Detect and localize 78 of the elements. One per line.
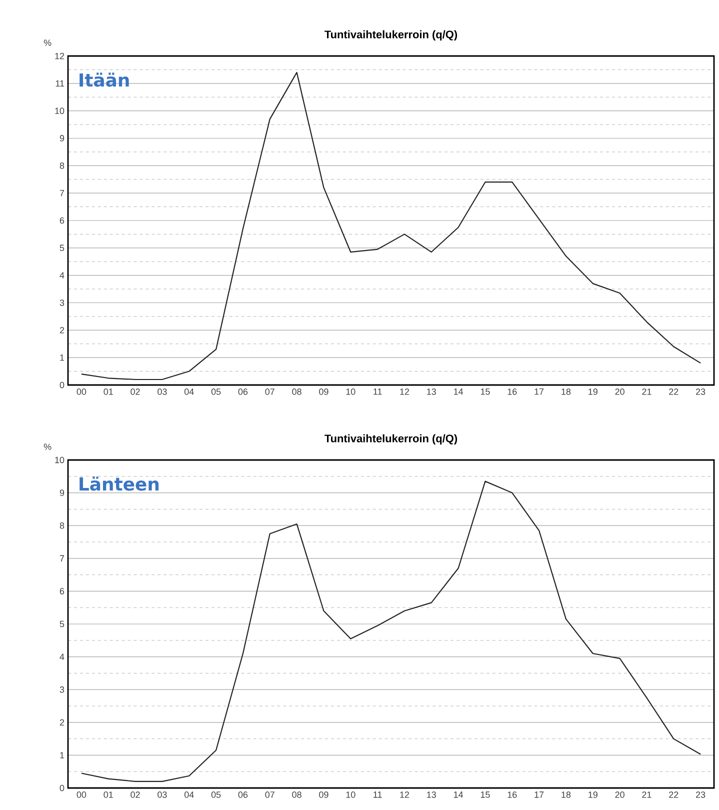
x-tick-label: 04: [184, 388, 194, 395]
x-tick-label: 12: [400, 792, 409, 798]
y-tick-label: 6: [60, 217, 64, 224]
y-tick-label: 9: [60, 490, 64, 496]
y-tick-label: 4: [60, 272, 64, 278]
x-tick-label: 00: [76, 388, 86, 395]
y-tick-label: 5: [60, 620, 64, 628]
x-tick-label: 03: [158, 792, 167, 798]
y-axis-title: %: [44, 40, 52, 46]
y-tick-label: 8: [60, 522, 64, 529]
y-tick-label: 5: [60, 244, 64, 252]
annotation: Länteen: [80, 476, 159, 491]
x-tick-label: 21: [642, 792, 652, 798]
y-tick-label: 10: [55, 456, 64, 464]
y-tick-label: 12: [55, 52, 64, 60]
x-tick-label: 20: [615, 388, 624, 395]
x-tick-label: 19: [588, 388, 598, 395]
y-tick-label: 10: [55, 108, 64, 114]
x-tick-label: 14: [454, 792, 464, 798]
x-tick-label: 14: [454, 388, 464, 395]
chart-title: Tuntivaihtelukerroin (q/Q): [324, 434, 458, 444]
y-tick-label: 1: [60, 354, 64, 361]
y-tick-label: 9: [60, 135, 64, 142]
annotation: Itään: [80, 72, 129, 87]
y-tick-label: 6: [60, 588, 64, 594]
y-tick-label: 11: [56, 80, 64, 86]
y-tick-label: 8: [60, 162, 64, 169]
x-tick-label: 18: [562, 388, 571, 395]
chart-title: Tuntivaihtelukerroin (q/Q): [324, 30, 458, 40]
y-tick-label: 4: [60, 654, 64, 660]
x-tick-label: 07: [265, 792, 274, 798]
x-tick-label: 16: [508, 388, 517, 395]
x-tick-label: 00: [76, 792, 86, 798]
x-tick-label: 09: [319, 792, 328, 798]
x-tick-label: 13: [427, 388, 436, 395]
y-tick-label: 0: [60, 382, 64, 388]
x-tick-label: 23: [696, 388, 706, 395]
x-tick-label: 08: [292, 792, 302, 798]
x-tick-label: 03: [158, 388, 167, 395]
x-tick-label: 17: [534, 792, 544, 798]
x-tick-label: 10: [346, 388, 356, 395]
x-tick-label: 17: [534, 388, 544, 395]
x-tick-label: 22: [669, 388, 678, 395]
y-tick-label: 3: [60, 300, 64, 306]
y-tick-label: 7: [60, 555, 64, 562]
y-axis-title: %: [44, 444, 52, 450]
x-tick-label: 16: [508, 792, 517, 798]
y-tick-label: 7: [60, 190, 64, 196]
y-tick-label: 0: [60, 784, 64, 792]
x-tick-label: 10: [346, 792, 356, 798]
x-tick-label: 05: [211, 792, 221, 798]
x-tick-label: 11: [374, 388, 382, 395]
x-tick-label: 12: [400, 388, 409, 395]
x-tick-label: 21: [642, 388, 652, 395]
x-tick-label: 09: [319, 388, 328, 395]
y-tick-label: 1: [60, 752, 64, 758]
x-tick-label: 19: [588, 792, 598, 798]
x-tick-label: 23: [696, 792, 706, 798]
x-tick-label: 01: [104, 388, 113, 395]
x-tick-label: 15: [480, 792, 490, 798]
x-tick-label: 04: [184, 792, 194, 798]
x-tick-label: 22: [669, 792, 678, 798]
x-tick-label: 01: [104, 792, 113, 798]
x-tick-label: 06: [238, 388, 248, 395]
x-tick-label: 02: [130, 388, 140, 395]
x-tick-label: 15: [480, 388, 490, 395]
x-tick-label: 07: [265, 388, 274, 395]
x-tick-label: 02: [130, 792, 140, 798]
y-tick-label: 2: [60, 327, 64, 334]
y-tick-label: 3: [60, 686, 64, 693]
x-tick-label: 18: [562, 792, 571, 798]
y-tick-label: 2: [60, 719, 64, 726]
x-tick-label: 08: [292, 388, 302, 395]
x-tick-label: 11: [374, 792, 382, 798]
x-tick-label: 13: [427, 792, 436, 798]
x-tick-label: 20: [615, 792, 624, 798]
x-tick-label: 05: [211, 388, 221, 395]
x-tick-label: 06: [238, 792, 248, 798]
